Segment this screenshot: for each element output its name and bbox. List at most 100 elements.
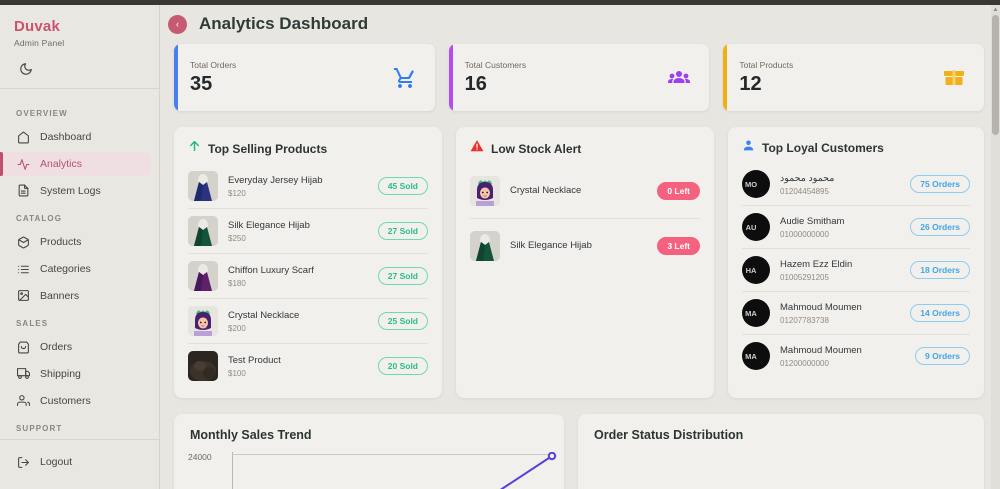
page-header: ‹ Analytics Dashboard (168, 0, 984, 44)
customer-name: Audie Smitham (780, 215, 845, 227)
shopping-bag-icon (16, 340, 30, 354)
orders-badge: 9 Orders (915, 347, 970, 365)
sidebar-item-categories[interactable]: Categories (0, 257, 151, 282)
vertical-scrollbar[interactable]: ▲ (991, 5, 1000, 489)
avatar-initials: MO (744, 179, 758, 189)
activity-icon (16, 157, 30, 171)
stat-label: Total Customers (464, 60, 527, 70)
list-item[interactable]: AU Audie Smitham 01000000000 26 Orders (742, 206, 970, 249)
product-thumbnail (188, 306, 218, 336)
sidebar-item-shipping[interactable]: Shipping (0, 362, 151, 387)
product-name: Test Product (228, 354, 281, 366)
x-grid-line (232, 454, 554, 455)
sidebar-item-system-logs[interactable]: System Logs (0, 178, 151, 203)
customer-info: محمود محمود 01204454895 (780, 173, 900, 196)
customer-phone: 01200000000 (780, 358, 829, 368)
orders-badge: 18 Orders (910, 261, 970, 279)
customer-phone: 01204454895 (780, 186, 829, 196)
list-item[interactable]: MO محمود محمود 01204454895 75 Orders (742, 163, 970, 206)
sidebar-item-label: Products (40, 236, 82, 249)
sidebar-item-label: Analytics (40, 158, 83, 171)
home-icon (16, 130, 30, 144)
list-item[interactable]: MA Mahmoud Moumen 01207783738 14 Orders (742, 292, 970, 335)
orders-badge: 14 Orders (910, 304, 970, 322)
stat-label: Total Orders (190, 60, 237, 70)
product-info: Everyday Jersey Hijab $120 (228, 175, 368, 198)
sold-badge: 25 Sold (377, 312, 428, 330)
avatar: AU (742, 213, 770, 241)
sidebar-item-label: Banners (40, 289, 80, 302)
list-item[interactable]: Test Product $100 20 Sold (188, 344, 428, 388)
sales-trend-plot: 24000 (188, 452, 557, 489)
customer-phone: 01000000000 (780, 229, 829, 239)
sidebar-item-label: Dashboard (40, 131, 92, 144)
product-name: Everyday Jersey Hijab (228, 174, 323, 186)
panel-header: Top Loyal Customers (742, 139, 970, 157)
sidebar-item-analytics[interactable]: Analytics (0, 151, 151, 177)
product-info: Silk Elegance Hijab (510, 240, 647, 252)
orders-badge: 75 Orders (910, 175, 970, 193)
list-item[interactable]: MA Mahmoud Moumen 01200000000 9 Orders (742, 335, 970, 377)
customer-info: Audie Smitham 01000000000 (780, 216, 900, 239)
avatar-initials: AU (745, 222, 757, 232)
sidebar-item-banners[interactable]: Banners (0, 283, 151, 308)
list-item[interactable]: Silk Elegance Hijab 3 Left (470, 219, 700, 273)
customer-name: Mahmoud Moumen (780, 301, 862, 313)
list-item[interactable]: Crystal Necklace $200 25 Sold (188, 299, 428, 344)
sidebar-item-products[interactable]: Products (0, 230, 151, 255)
product-thumbnail (470, 231, 500, 261)
stock-badge: 3 Left (657, 237, 700, 255)
y-axis-tick: 24000 (188, 452, 212, 462)
product-name: Silk Elegance Hijab (228, 219, 310, 231)
sidebar-item-logout[interactable]: Logout (0, 449, 151, 476)
sidebar-item-label: Categories (40, 263, 91, 276)
product-name: Silk Elegance Hijab (510, 240, 592, 251)
chart-title: Order Status Distribution (594, 428, 744, 442)
logout-icon (16, 455, 30, 469)
sidebar-item-dashboard[interactable]: Dashboard (0, 125, 151, 150)
chevron-left-icon[interactable]: ‹ (168, 14, 187, 34)
list-item[interactable]: Chiffon Luxury Scarf $180 27 Sold (188, 254, 428, 299)
panel-header: Low Stock Alert (470, 139, 700, 158)
list-item[interactable]: Crystal Necklace 0 Left (470, 164, 700, 219)
product-price: $200 (228, 323, 246, 333)
list-item[interactable]: Silk Elegance Hijab $250 27 Sold (188, 209, 428, 254)
stat-value: 16 (464, 73, 487, 95)
sidebar-item-label: Orders (40, 341, 73, 354)
panel-title: Top Selling Products (208, 141, 328, 156)
customer-name: Hazem Ezz Eldin (780, 258, 853, 270)
chart-title: Monthly Sales Trend (190, 428, 312, 442)
sidebar-item-orders[interactable]: Orders (0, 335, 151, 360)
product-thumbnail (188, 261, 218, 291)
page-title: Analytics Dashboard (199, 14, 369, 33)
scroll-up-arrow[interactable]: ▲ (992, 7, 999, 13)
sidebar: Duvak Admin Panel OVERVIEW Dashboard Ana… (0, 0, 160, 489)
list-item[interactable]: HA Hazem Ezz Eldin 01005291205 18 Orders (742, 249, 970, 292)
brand-name: Duvak (14, 18, 61, 35)
scrollbar-thumb[interactable] (992, 15, 999, 135)
stat-value: 35 (190, 73, 213, 95)
stat-card-total-orders[interactable]: Total Orders 35 (174, 44, 435, 111)
product-info: Test Product $100 (228, 355, 368, 378)
moon-icon[interactable] (16, 60, 36, 78)
sold-badge: 20 Sold (377, 357, 428, 375)
sold-badge: 27 Sold (377, 222, 428, 240)
sidebar-item-customers[interactable]: Customers (0, 388, 151, 413)
product-thumbnail (470, 176, 500, 206)
panel-low-stock-alert: Low Stock Alert Crystal Necklace 0 Left … (456, 127, 714, 398)
orders-badge: 26 Orders (910, 218, 970, 236)
chart-order-status-distribution: Order Status Distribution (578, 414, 984, 489)
customer-info: Mahmoud Moumen 01200000000 (780, 345, 905, 368)
product-info: Crystal Necklace (510, 185, 647, 197)
stat-card-total-products[interactable]: Total Products 12 (723, 44, 985, 111)
avatar: MO (742, 170, 770, 198)
product-name: Chiffon Luxury Scarf (228, 264, 314, 276)
sidebar-item-label: System Logs (40, 184, 101, 197)
product-price: $180 (228, 278, 246, 288)
sidebar-section-sales-label: SALES (16, 319, 49, 328)
panel-header: Top Selling Products (188, 139, 428, 158)
product-thumbnail (188, 216, 218, 246)
product-price: $250 (228, 233, 246, 243)
list-item[interactable]: Everyday Jersey Hijab $120 45 Sold (188, 164, 428, 209)
stat-card-total-customers[interactable]: Total Customers 16 (448, 44, 710, 111)
